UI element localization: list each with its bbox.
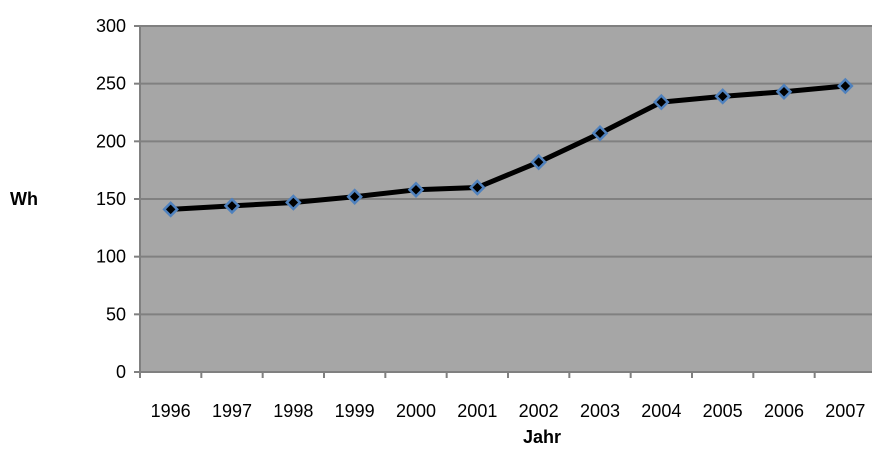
x-tick-label: 1999 bbox=[335, 401, 375, 421]
x-tick-labels: 1996 1997 1998 1999 2000 2001 2002 2003 2004 2005… bbox=[151, 401, 866, 421]
data-point-marker bbox=[346, 188, 363, 205]
data-point-marker bbox=[775, 83, 793, 101]
y-tick-label: 200 bbox=[96, 131, 126, 151]
x-tick-label: 2002 bbox=[519, 401, 559, 421]
y-tick-label: 150 bbox=[96, 189, 126, 209]
x-tick-label: 1998 bbox=[273, 401, 313, 421]
data-point-marker bbox=[162, 201, 179, 218]
data-point-marker bbox=[530, 153, 547, 171]
data-point-marker bbox=[407, 181, 425, 199]
data-point-marker bbox=[285, 194, 302, 211]
data-point-marker bbox=[653, 93, 670, 111]
x-tick-label: 2005 bbox=[703, 401, 743, 421]
x-tick-label: 1996 bbox=[151, 401, 191, 421]
x-tick-label: 2007 bbox=[825, 401, 865, 421]
x-tick-label: 2001 bbox=[457, 401, 497, 421]
y-tick-label: 0 bbox=[116, 362, 126, 382]
x-tick-label: 2000 bbox=[396, 401, 436, 421]
y-tick-label: 100 bbox=[96, 247, 126, 267]
data-point-marker bbox=[837, 77, 854, 95]
x-axis-title: Jahr bbox=[523, 427, 561, 447]
series-line bbox=[168, 83, 848, 212]
axes bbox=[134, 25, 872, 378]
y-tick-label: 300 bbox=[96, 16, 126, 36]
y-tick-labels: 0 50 100 150 200 250 300 bbox=[96, 16, 126, 382]
y-tick-label: 50 bbox=[106, 304, 126, 324]
y-axis-title: Wh bbox=[10, 189, 38, 209]
gridlines bbox=[140, 25, 872, 316]
data-point-marker bbox=[469, 179, 486, 196]
data-point-marker bbox=[591, 124, 609, 142]
data-series bbox=[162, 77, 854, 218]
data-point-marker bbox=[223, 197, 241, 215]
x-tick-label: 1997 bbox=[212, 401, 252, 421]
y-tick-label: 250 bbox=[96, 74, 126, 94]
x-tick-label: 2003 bbox=[580, 401, 620, 421]
x-tick-label: 2004 bbox=[641, 401, 681, 421]
data-point-marker bbox=[714, 88, 731, 105]
x-tick-label: 2006 bbox=[764, 401, 804, 421]
